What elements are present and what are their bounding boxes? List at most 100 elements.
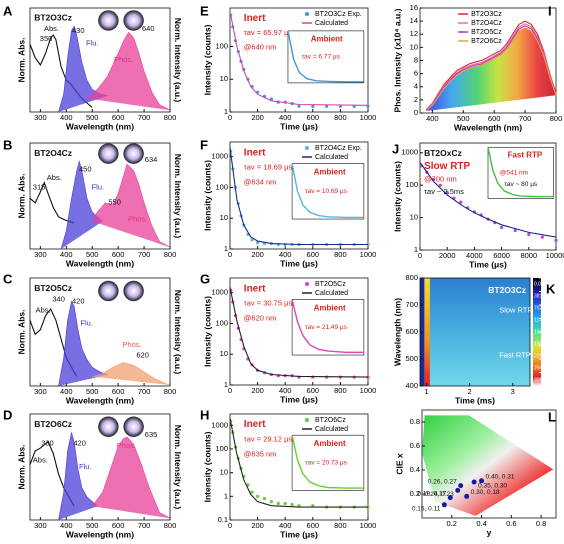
area	[58, 432, 98, 521]
annotation: τav ~ 2.5ms	[424, 187, 464, 196]
y2-axis-label: Norm. Intensity (a.u.)	[173, 425, 183, 510]
area	[86, 31, 171, 111]
data-point	[366, 375, 370, 379]
annotation: Inert	[244, 147, 266, 158]
x-tick-label: 600	[112, 250, 125, 259]
data-point	[256, 494, 260, 498]
x-axis-label: Time (μs)	[280, 394, 318, 404]
panel-label: C	[3, 271, 13, 286]
panel: 0.000 381.3 762.5 1144 1525 1906 2288 2669 3050 1…	[392, 273, 556, 405]
y-tick-label: 16	[410, 3, 418, 12]
inset-annotation: τav = 20.73 μs	[305, 459, 348, 466]
plot-frame	[29, 7, 171, 113]
x-tick-label: 300	[34, 113, 47, 122]
annotation: Abs.	[47, 173, 62, 182]
x-tick-label: 1000	[360, 113, 377, 122]
data-point	[459, 200, 463, 204]
plot-frame	[229, 7, 369, 113]
legend-label: Calculated	[315, 20, 348, 27]
data-label: 0.40, 0.31	[486, 474, 515, 481]
y2-axis-label: Norm. Intensity (a.u.)	[173, 18, 183, 103]
x-tick-label: 1000	[360, 521, 377, 530]
y-axis-label: Wavelength (nm)	[392, 298, 402, 366]
inset-annotation: τav = 6.77 μs	[302, 54, 341, 61]
x-tick-label: 600	[112, 387, 125, 396]
x-tick-label: 500	[86, 521, 99, 530]
line	[425, 20, 557, 111]
x-axis-label: Time (μs)	[280, 529, 318, 539]
data-point	[311, 104, 315, 108]
legend-swatch	[305, 146, 309, 150]
y-axis-label: Intensity (counts)	[202, 24, 212, 95]
area	[92, 362, 171, 386]
inset-annotation: τav = 10.69 μs	[305, 188, 348, 195]
panel: 0 200 400 600 800 1000 1 10 100 1000 Time (μs) Inte…	[200, 271, 376, 404]
sample-photo	[98, 280, 119, 302]
line	[229, 147, 368, 246]
annotation: 450	[79, 164, 92, 173]
x-axis-label: Wavelength (nm)	[66, 121, 134, 131]
data-point	[250, 238, 254, 242]
data-point	[513, 228, 517, 233]
y-tick-label: 1	[224, 107, 228, 116]
y-tick-label: 4	[414, 82, 418, 91]
sample-photo	[123, 143, 144, 164]
panel-label: H	[200, 407, 209, 422]
y-tick-label: 100	[215, 182, 228, 191]
x-tick-label: 6000	[493, 251, 510, 260]
panel-label: L	[548, 409, 556, 424]
annotation: @635 nm	[244, 449, 277, 458]
x-tick-label: 1	[424, 387, 428, 396]
x-tick-label: 500	[457, 114, 470, 123]
data-point	[269, 97, 273, 101]
plot-frame	[229, 141, 369, 250]
y-tick-label: 0.8	[410, 417, 420, 426]
plot-frame	[419, 142, 557, 251]
x-tick-label: 600	[112, 113, 125, 122]
x-tick-label: 400	[60, 250, 73, 259]
x-tick-label: 400	[60, 521, 73, 530]
legend-label: BT2O6Cz	[471, 38, 502, 45]
legend-label: BT2O5Cz	[315, 281, 346, 288]
y-tick-label: 500	[405, 354, 418, 363]
x-tick-label: 0.8	[536, 519, 546, 528]
annotation: 350	[40, 34, 53, 43]
x-tick-label: 500	[86, 387, 99, 396]
x-tick-label: 500	[86, 113, 99, 122]
y-tick-label: 0.1	[218, 515, 228, 524]
y-tick-label: 1000	[401, 148, 418, 157]
data-point	[311, 504, 315, 508]
sample-photo	[98, 416, 119, 437]
x-tick-label: 0.4	[476, 519, 486, 528]
y-tick-label: 10	[220, 213, 228, 222]
x-axis-label: Wavelength (nm)	[66, 529, 134, 539]
area	[60, 160, 103, 250]
x-tick-label: 0.6	[506, 519, 516, 528]
x-tick-label: 8000	[520, 251, 537, 260]
data-point	[438, 183, 442, 187]
area-fill	[426, 27, 556, 112]
data-label: 0.30, 0.18	[471, 489, 500, 496]
colorbar-label: 762.5	[534, 305, 547, 311]
x-tick-label: 300	[34, 521, 47, 530]
x-tick-label: 800	[164, 521, 177, 530]
data-point	[458, 483, 464, 489]
x-tick-label: 700	[138, 521, 151, 530]
annotation: Flu.	[80, 318, 93, 327]
annotation: τav = 18.69 μs	[244, 163, 293, 172]
annotation: 620	[136, 351, 149, 360]
annotation: 315	[33, 183, 46, 192]
y-tick-label: 8	[414, 55, 418, 64]
x-tick-label: 600	[307, 250, 320, 259]
sample-photo	[98, 10, 119, 31]
chart-title: BT2O6Cz	[34, 419, 72, 429]
x-tick-label: 400	[60, 387, 73, 396]
data-point	[325, 104, 329, 108]
legend-swatch	[305, 282, 309, 286]
legend-label: Calculated	[315, 154, 348, 161]
x-tick-label: 0	[228, 250, 232, 259]
inset-line	[291, 163, 364, 219]
plot-frame	[29, 413, 171, 521]
y-tick-label: 0.6	[410, 441, 420, 450]
panel-label: A	[3, 3, 13, 18]
